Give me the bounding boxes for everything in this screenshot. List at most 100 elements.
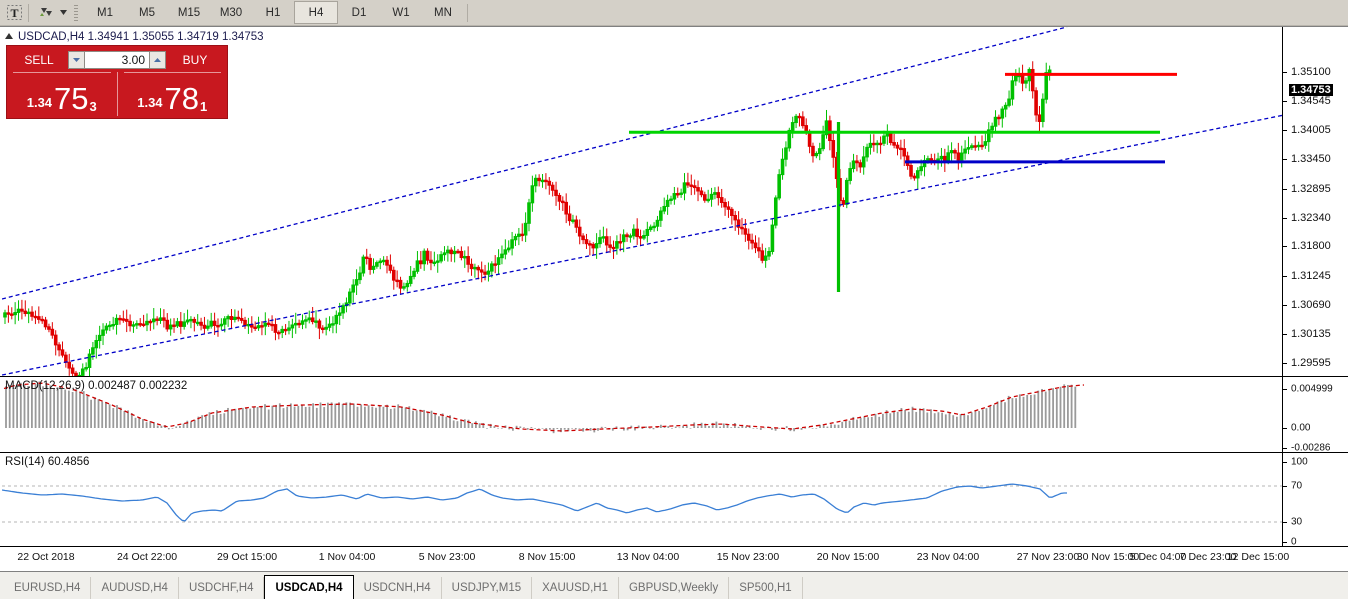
objects-icon[interactable]	[35, 2, 57, 23]
candle-body	[80, 368, 85, 376]
volume-input[interactable]: 3.00	[85, 51, 149, 69]
lower-channel[interactable]	[2, 114, 1282, 376]
candle-body	[817, 148, 822, 155]
candle-body	[375, 262, 379, 267]
candle-body	[253, 326, 257, 329]
macd-histogram-bar	[441, 413, 444, 428]
chart-tab-usdcnh[interactable]: USDCNH,H4	[354, 577, 442, 599]
volume-decrement-button[interactable]	[68, 51, 85, 69]
macd-pane[interactable]: MACD(12,26,9) 0.002487 0.002232 0.004999…	[0, 377, 1348, 454]
macd-histogram-bar	[153, 422, 155, 428]
macd-histogram-bar	[956, 416, 958, 428]
candle-body	[550, 184, 555, 191]
candle-body	[973, 145, 978, 148]
time-tick-label: 30 Nov 15:00	[1076, 551, 1140, 563]
macd-histogram-bar	[685, 425, 688, 428]
macd-histogram-bar	[119, 407, 122, 428]
toolbar-grip[interactable]	[74, 4, 78, 21]
candle-body	[912, 175, 917, 179]
macd-histogram-bar	[1048, 389, 1051, 428]
chevron-down-icon[interactable]	[57, 2, 70, 23]
period-button-mn[interactable]: MN	[434, 6, 452, 19]
macd-plot[interactable]	[2, 377, 1282, 452]
candle-body	[993, 116, 998, 127]
volume-increment-button[interactable]	[149, 51, 166, 69]
candle-body	[909, 164, 913, 177]
macd-histogram-bar	[804, 428, 807, 429]
chart-tab-xauusd[interactable]: XAUUSD,H1	[532, 577, 619, 599]
macd-histogram-bar	[1041, 388, 1043, 428]
collapse-triangle-icon[interactable]	[5, 33, 13, 39]
period-button-w1[interactable]: W1	[392, 6, 410, 19]
candle-body	[209, 320, 214, 327]
candle-body	[168, 324, 173, 330]
candle-body	[216, 324, 220, 328]
period-button-m5[interactable]: M5	[139, 6, 155, 19]
candle-body	[310, 317, 315, 323]
rsi-pane[interactable]: RSI(14) 60.4856 100 70 30 0	[0, 453, 1348, 548]
candle-body	[814, 153, 819, 157]
macd-histogram-bar	[611, 428, 614, 431]
candle-body	[277, 331, 281, 335]
candle-body	[26, 311, 31, 315]
candle-body	[287, 327, 291, 331]
chart-tab-eurusd[interactable]: EURUSD,H4	[4, 577, 92, 599]
candle-body	[564, 201, 568, 215]
chart-tab-audusd[interactable]: AUDUSD,H4	[91, 577, 179, 599]
candle-body	[787, 129, 792, 149]
candle-body	[713, 192, 717, 195]
period-button-d1[interactable]: D1	[351, 6, 367, 19]
text-tool-icon[interactable]: T	[3, 2, 25, 23]
period-button-m30[interactable]: M30	[219, 6, 243, 19]
macd-histogram-bar	[315, 407, 318, 428]
time-axis[interactable]: 22 Oct 2018 24 Oct 22:00 29 Oct 15:00 1 Nov…	[0, 547, 1348, 571]
macd-histogram-bar	[660, 424, 662, 428]
chart-tab-gbpusd[interactable]: GBPUSD,Weekly	[619, 577, 730, 599]
macd-histogram-bar	[245, 408, 248, 428]
macd-histogram-bar	[859, 418, 862, 428]
candle-body	[178, 321, 183, 327]
sell-button[interactable]: 1.34 75 3	[7, 72, 117, 116]
chart-tab-usdcad[interactable]: USDCAD,H4	[264, 575, 354, 599]
price-axis[interactable]: 1.35100 1.34545 1.34005 1.33450 1.32895 1.323…	[1282, 27, 1348, 376]
period-button-m1[interactable]: M1	[97, 6, 113, 19]
period-button-h1[interactable]: H1	[265, 6, 281, 19]
macd-histogram-bar	[663, 426, 666, 428]
trade-panel-divider	[116, 72, 118, 116]
candle-body	[1007, 98, 1011, 106]
candle-body	[479, 269, 484, 273]
candle-body	[540, 179, 545, 183]
chart-tab-usdjpy[interactable]: USDJPY,M15	[442, 577, 533, 599]
macd-histogram-bar	[985, 408, 988, 428]
candle-body	[1003, 104, 1008, 110]
macd-histogram-bar	[667, 426, 670, 428]
candle-body	[97, 334, 102, 342]
candle-body	[946, 152, 951, 162]
candle-body	[537, 177, 541, 182]
chart-tab-usdchf[interactable]: USDCHF,H4	[179, 577, 265, 599]
one-click-trading-panel[interactable]: SELL 3.00 BUY 1.34 75 3 1.34 78 1	[6, 45, 228, 119]
candle-body	[844, 179, 849, 205]
macd-histogram-bar	[463, 419, 466, 428]
price-tick	[1283, 159, 1287, 161]
period-button-m15[interactable]: M15	[177, 6, 201, 19]
price-tick-label: 1.34005	[1291, 123, 1331, 136]
candle-body	[790, 122, 795, 131]
candle-body	[865, 146, 869, 158]
macd-histogram-bar	[952, 415, 955, 428]
macd-histogram-bar	[264, 404, 266, 428]
buy-button[interactable]: 1.34 78 1	[118, 72, 228, 116]
rsi-tick-label: 100	[1291, 456, 1308, 468]
chart-tab-bar[interactable]: EURUSD,H4 AUDUSD,H4 USDCHF,H4 USDCAD,H4 USDC…	[0, 572, 1348, 599]
price-plot[interactable]	[2, 27, 1282, 376]
period-button-h4[interactable]: H4	[294, 1, 338, 24]
candle-body	[30, 311, 34, 317]
rsi-plot[interactable]	[2, 453, 1282, 546]
candle-body	[111, 323, 115, 327]
macd-histogram-bar	[637, 425, 640, 428]
candle-body	[882, 135, 886, 144]
chart-tab-sp500[interactable]: SP500,H1	[729, 577, 803, 599]
chart-area[interactable]: USDCAD,H4 1.34941 1.35055 1.34719 1.3475…	[0, 26, 1348, 572]
candle-body	[395, 279, 399, 283]
upper-channel[interactable]	[2, 27, 1068, 300]
